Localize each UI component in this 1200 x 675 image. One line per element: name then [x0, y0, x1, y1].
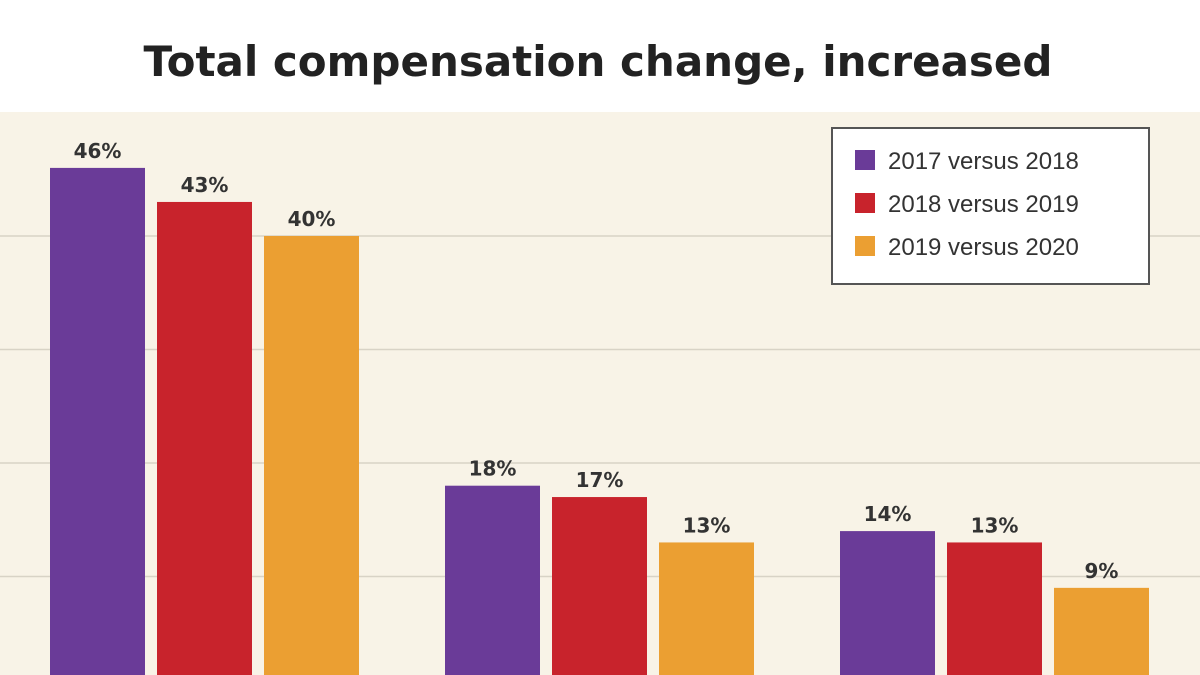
data-label-series-3-group-2: 13% — [683, 513, 731, 537]
data-label-series-2-group-1: 43% — [181, 173, 229, 197]
data-label-series-1-group-3: 14% — [864, 502, 912, 526]
bar-series-1-group-3 — [840, 531, 935, 675]
bar-series-1-group-1 — [50, 167, 145, 675]
bar-series-2-group-3 — [947, 542, 1042, 675]
legend: 2017 versus 2018 2018 versus 2019 2019 v… — [831, 127, 1150, 285]
chart-title: Total compensation change, increased — [144, 37, 1053, 86]
bar-series-3-group-3 — [1054, 587, 1149, 675]
bars — [50, 167, 1149, 675]
legend-label-2017-vs-2018: 2017 versus 2018 — [888, 148, 1079, 175]
data-label-series-3-group-1: 40% — [288, 207, 336, 231]
legend-label-2019-vs-2020: 2019 versus 2020 — [888, 234, 1079, 261]
data-label-series-1-group-2: 18% — [469, 457, 517, 481]
legend-label-2018-vs-2019: 2018 versus 2019 — [888, 191, 1079, 218]
legend-swatch-2017-vs-2018 — [855, 150, 875, 170]
data-label-series-1-group-1: 46% — [74, 139, 122, 163]
data-label-series-3-group-3: 9% — [1085, 559, 1119, 583]
data-labels: 46% 18% 14% 43% 17% 13% 40% 13% 9% — [74, 139, 1119, 583]
bar-series-3-group-1 — [264, 236, 359, 675]
bar-series-2-group-2 — [552, 497, 647, 675]
bar-series-2-group-1 — [157, 201, 252, 675]
legend-swatch-2019-vs-2020 — [855, 236, 875, 256]
legend-box — [831, 127, 1150, 285]
data-label-series-2-group-2: 17% — [576, 468, 624, 492]
legend-swatch-2018-vs-2019 — [855, 193, 875, 213]
bar-series-3-group-2 — [659, 542, 754, 675]
bar-series-1-group-2 — [445, 485, 540, 675]
data-label-series-2-group-3: 13% — [971, 513, 1019, 537]
